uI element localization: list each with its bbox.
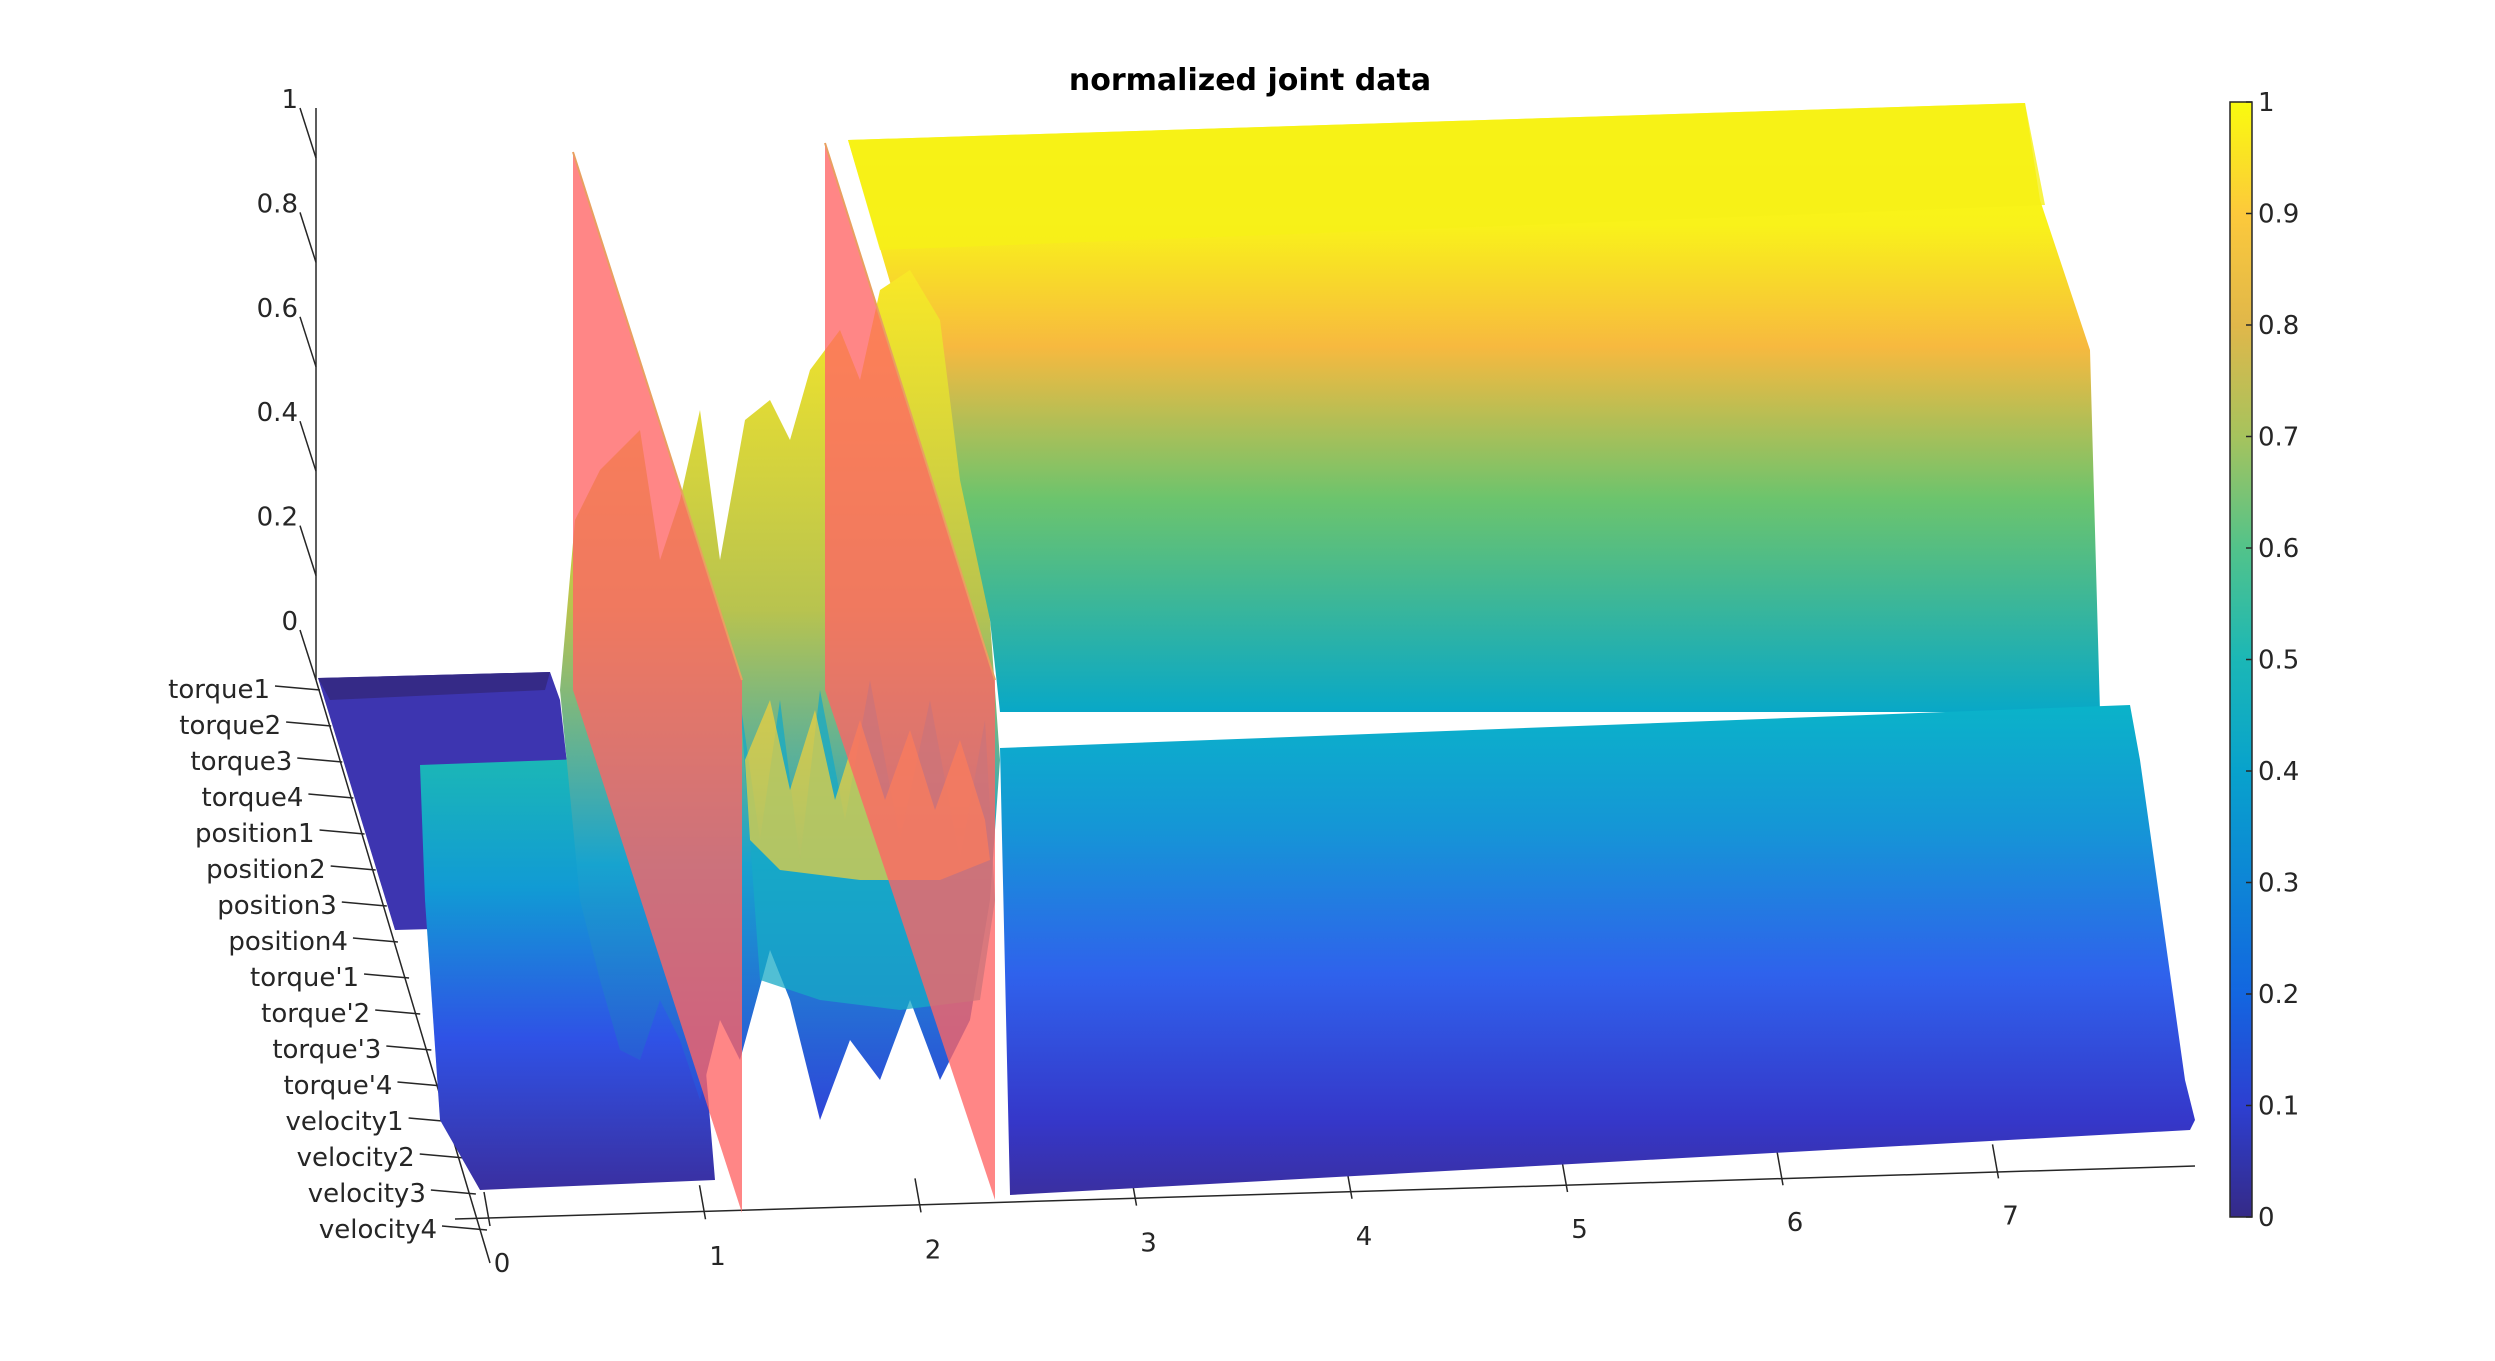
y-tick-mark [341, 901, 387, 907]
y-tick-mark [375, 1009, 421, 1015]
y-tick-mark [319, 829, 365, 835]
y-tick-label: torque'2 [261, 999, 370, 1029]
y-tick-group: torque1 torque2 torque3 torque4 position1 pos… [168, 675, 488, 1245]
z-tick-mark [299, 420, 317, 472]
colorbar-tick-label: 0.3 [2258, 869, 2299, 899]
y-tick-label: torque4 [202, 783, 304, 813]
y-tick-mark [397, 1081, 443, 1087]
y-tick-label: position4 [228, 927, 348, 957]
segment-plane-1-edge [572, 151, 743, 681]
surface-floor-left-top [318, 672, 550, 700]
y-tick-mark [430, 1189, 476, 1195]
y-tick-mark [297, 757, 343, 763]
segment-plane-2 [825, 143, 995, 1200]
colorbar-tick-label: 0.4 [2258, 757, 2299, 787]
colorbar-tick-label: 0.9 [2258, 200, 2299, 230]
y-tick-label: position1 [195, 819, 315, 849]
z-tick-mark [299, 525, 317, 576]
z-tick-mark [299, 629, 317, 681]
x-tick-label: 0 [494, 1249, 511, 1279]
z-tick-label: 0.4 [257, 398, 298, 428]
colorbar-tick-label: 0.2 [2258, 980, 2299, 1010]
y-tick-mark [274, 685, 321, 691]
y-tick-label: torque2 [179, 711, 281, 741]
x-tick-label: 2 [925, 1235, 942, 1265]
colorbar-tick-label: 1 [2258, 88, 2275, 118]
y-axis-line [315, 679, 491, 1264]
y-tick-label: velocity3 [308, 1179, 426, 1209]
chart-title: normalized joint data [1069, 63, 1431, 98]
x-tick-label: 5 [1571, 1215, 1588, 1245]
y-tick-label: position3 [217, 891, 337, 921]
y-tick-label: velocity1 [285, 1107, 403, 1137]
x-tick-label: 3 [1140, 1229, 1157, 1259]
colorbar: 0 0.1 0.2 0.3 0.4 0.5 0.6 0.7 0.8 0.9 1 [2229, 88, 2299, 1233]
x-tick-label: 1 [709, 1242, 726, 1272]
y-tick-mark [386, 1045, 432, 1051]
segment-plane-2-edge [824, 142, 996, 681]
z-tick-mark [299, 212, 317, 263]
x-tick-mark [698, 1185, 707, 1220]
surface-back-wall [848, 103, 2100, 712]
x-axis-line [454, 1165, 2196, 1220]
x-tick-label: 7 [2002, 1201, 2019, 1231]
y-tick-mark [441, 1225, 488, 1231]
y-tick-mark [286, 721, 332, 727]
x-tick-label: 4 [1356, 1222, 1373, 1252]
z-tick-mark [299, 107, 317, 159]
x-tick-mark [483, 1191, 491, 1227]
x-tick-mark [1991, 1144, 2000, 1179]
colorbar-tick-label: 0 [2258, 1203, 2275, 1233]
y-tick-mark [364, 973, 410, 979]
y-tick-label: torque3 [190, 747, 292, 777]
z-tick-label: 0 [281, 607, 298, 637]
z-tick-label: 0.2 [257, 503, 298, 533]
x-tick-group: 0 1 2 3 4 5 6 7 [483, 1144, 2019, 1279]
x-tick-mark [1776, 1151, 1784, 1186]
z-tick-label: 0.8 [257, 189, 298, 219]
y-tick-label: velocity4 [319, 1215, 437, 1245]
z-tick-label: 1 [281, 85, 298, 115]
colorbar-tick-label: 0.7 [2258, 423, 2299, 453]
y-tick-mark [419, 1153, 465, 1159]
segment-plane-1 [573, 152, 742, 1213]
surface-back-wall-edge [848, 103, 2045, 250]
y-tick-label: torque'4 [283, 1071, 392, 1101]
x-tick-label: 6 [1787, 1208, 1804, 1238]
colorbar-tick-label: 0.5 [2258, 646, 2299, 676]
y-tick-label: torque'3 [272, 1035, 381, 1065]
x-tick-mark [914, 1178, 922, 1213]
y-tick-label: torque1 [168, 675, 270, 705]
y-tick-mark [308, 793, 354, 799]
colorbar-tick-label: 0.1 [2258, 1092, 2299, 1122]
colorbar-tick-label: 0.6 [2258, 534, 2299, 564]
z-tick-group: 0 0.2 0.4 0.6 0.8 1 [257, 85, 317, 681]
y-tick-label: position2 [206, 855, 326, 885]
y-tick-mark [330, 865, 376, 871]
surface-plot [318, 103, 2195, 1213]
y-tick-mark [352, 937, 398, 943]
colorbar-tick-group: 0 0.1 0.2 0.3 0.4 0.5 0.6 0.7 0.8 0.9 1 [2246, 88, 2299, 1233]
surface-front-wall [1000, 705, 2195, 1195]
z-tick-label: 0.6 [257, 294, 298, 324]
z-tick-mark [299, 316, 317, 368]
y-tick-label: torque'1 [250, 963, 359, 993]
y-tick-label: velocity2 [297, 1143, 415, 1173]
axes: 00.20.40.60.81 torque1torque2torque3torq… [168, 85, 2196, 1279]
colorbar-tick-label: 0.8 [2258, 311, 2299, 341]
